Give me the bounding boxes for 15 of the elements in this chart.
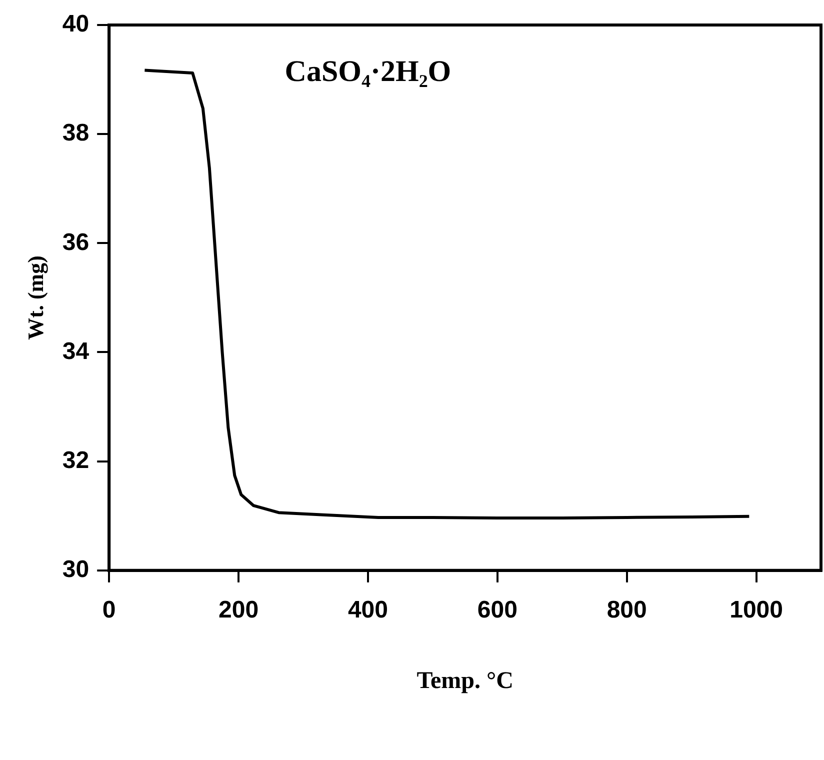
y-tick-label: 40 xyxy=(62,10,90,38)
x-tick-label: 600 xyxy=(477,596,518,624)
y-tick-label: 36 xyxy=(62,228,90,256)
y-tick-label: 30 xyxy=(62,556,90,584)
x-tick-label: 0 xyxy=(102,596,116,624)
y-axis-title: Wt. (mg) xyxy=(22,256,48,340)
x-tick-label: 1000 xyxy=(730,596,783,624)
x-tick-label: 800 xyxy=(606,596,647,624)
x-tick-label: 200 xyxy=(218,596,259,624)
x-tick-label: 400 xyxy=(348,596,388,624)
text: CaSO₄·2H₂O xyxy=(284,54,452,88)
x-axis-title: Temp. °C xyxy=(416,668,514,694)
y-tick-label: 34 xyxy=(62,338,90,365)
y-tick-label: 32 xyxy=(62,446,90,474)
y-tick-label: 38 xyxy=(62,120,90,147)
